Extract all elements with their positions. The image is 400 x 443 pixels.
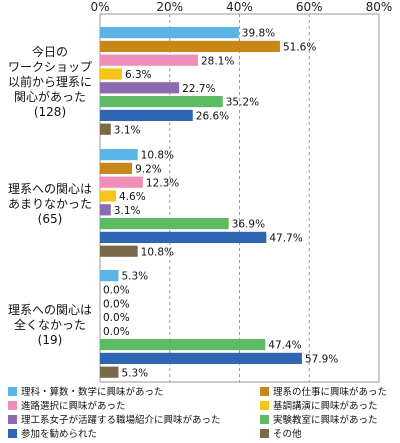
data-label: 5.3% (121, 367, 148, 379)
bar (100, 352, 302, 364)
data-label: 36.9% (232, 219, 265, 231)
data-label: 4.6% (119, 191, 146, 203)
bar (100, 54, 198, 66)
bar (100, 149, 138, 161)
bar (100, 339, 266, 351)
legend-label: 進路選択に興味があった (21, 400, 126, 412)
bar (100, 68, 122, 80)
data-label: 57.9% (305, 354, 338, 366)
bar (100, 245, 138, 257)
legend-label: 参加を勧められた (21, 428, 97, 440)
legend-swatch (260, 415, 269, 424)
data-label: 10.8% (141, 246, 174, 258)
data-label: 35.2% (226, 97, 259, 109)
data-label: 10.8% (141, 150, 174, 162)
data-label: 47.4% (268, 340, 301, 352)
x-tick-label: 80% (366, 0, 393, 14)
bar (100, 366, 119, 378)
legend-swatch (260, 401, 269, 410)
category-label: 理系への関心はあまりなかった(65) (8, 182, 92, 226)
bar (100, 96, 223, 108)
legend-label: 実験教室に興味があった (273, 414, 378, 426)
data-label: 0.0% (103, 312, 130, 324)
bar (100, 270, 119, 282)
data-label: 3.1% (114, 124, 141, 136)
bar (100, 40, 280, 52)
legend-label: 基調講演に興味があった (273, 400, 378, 412)
data-label: 39.8% (242, 28, 275, 40)
legend-swatch (8, 429, 17, 438)
data-label: 26.6% (196, 111, 229, 123)
data-label: 0.0% (103, 298, 130, 310)
legend-label: 理科・算数・数学に興味があった (21, 386, 164, 398)
category-label: 理系への関心は全くなかった(19) (8, 303, 92, 347)
data-label: 3.1% (114, 205, 141, 217)
legend-swatch (260, 429, 269, 438)
legend-swatch (8, 387, 17, 396)
legend-label: 理系の仕事に興味があった (273, 386, 387, 398)
bar (100, 231, 267, 243)
bar (100, 162, 133, 174)
data-label: 51.6% (283, 42, 316, 54)
legend-label: その他 (273, 428, 302, 440)
data-label: 47.7% (269, 233, 302, 245)
bar (100, 109, 193, 121)
bar (100, 176, 143, 188)
data-label: 28.1% (201, 55, 234, 67)
bar (100, 190, 117, 202)
data-label: 22.7% (182, 83, 215, 95)
category-label: 今日のワークショップ以前から理系に関心があった(128) (8, 44, 92, 119)
data-label: 9.2% (135, 164, 162, 176)
bar (100, 82, 180, 94)
legend-swatch (260, 387, 269, 396)
bar (100, 204, 111, 216)
data-label: 12.3% (146, 177, 179, 189)
x-tick-label: 60% (296, 0, 323, 14)
legend-swatch (8, 415, 17, 424)
bar (100, 27, 239, 39)
data-label: 0.0% (103, 285, 130, 297)
bar (100, 123, 111, 135)
legend-label: 理工系女子が活躍する職場紹介に興味があった (21, 414, 221, 426)
legend-swatch (8, 401, 17, 410)
data-label: 5.3% (121, 271, 148, 283)
x-tick-label: 0% (90, 0, 109, 14)
data-label: 6.3% (125, 69, 152, 81)
x-tick-label: 40% (226, 0, 253, 14)
data-label: 0.0% (103, 326, 130, 338)
bar (100, 218, 229, 230)
x-tick-label: 20% (156, 0, 183, 14)
